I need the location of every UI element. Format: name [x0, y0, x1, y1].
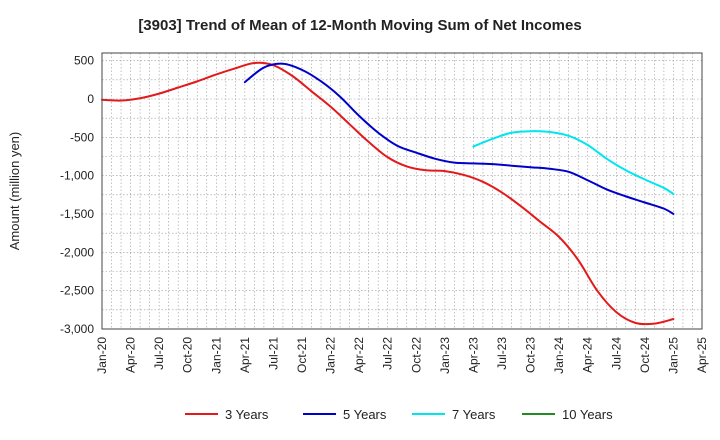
- y-tick-label: -1,000: [60, 169, 94, 183]
- chart-title: [3903] Trend of Mean of 12-Month Moving …: [138, 17, 581, 34]
- plot-frame: [101, 52, 703, 330]
- x-tick-label: Jul-21: [266, 337, 280, 370]
- x-tick-label: Jan-21: [209, 337, 223, 374]
- y-axis-label: Amount (million yen): [7, 132, 22, 251]
- x-tick-labels: Jan-20 Apr-20 Jul-20 Oct-20 Jan-21 Apr-21 Jul-…: [95, 337, 709, 374]
- y-tick-label: -2,500: [60, 284, 94, 298]
- legend-label: 10 Years: [562, 407, 613, 422]
- series-line-3-years: [101, 61, 675, 326]
- y-tick-label: 500: [74, 54, 94, 68]
- x-tick-label: Oct-21: [295, 337, 309, 373]
- y-tick-label: -1,500: [60, 207, 94, 221]
- legend: 3 Years 5 Years 7 Years 10 Years: [185, 407, 613, 422]
- x-tick-label: Jan-24: [552, 337, 566, 374]
- x-tick-label: Apr-24: [581, 337, 595, 373]
- y-tick-label: -2,000: [60, 245, 94, 259]
- x-tick-label: Jul-22: [381, 337, 395, 370]
- x-tick-label: Oct-22: [409, 337, 423, 373]
- x-tick-label: Oct-20: [181, 337, 195, 373]
- x-tick-label: Apr-21: [238, 337, 252, 373]
- grid: [102, 53, 702, 329]
- y-tick-label: -500: [70, 130, 94, 144]
- x-tick-label: Oct-24: [638, 337, 652, 373]
- series-line-7-years: [472, 130, 675, 196]
- x-tick-label: Apr-23: [466, 337, 480, 373]
- x-tick-label: Oct-23: [524, 337, 538, 373]
- x-tick-label: Jan-22: [324, 337, 338, 374]
- series-line-5-years: [243, 62, 675, 215]
- legend-label: 5 Years: [343, 407, 387, 422]
- x-tick-label: Jan-23: [438, 337, 452, 374]
- x-tick-label: Apr-25: [695, 337, 709, 373]
- x-tick-label: Apr-22: [352, 337, 366, 373]
- legend-label: 3 Years: [225, 407, 269, 422]
- legend-label: 7 Years: [452, 407, 496, 422]
- y-tick-label: -3,000: [60, 322, 94, 336]
- x-tick-label: Apr-20: [124, 337, 138, 373]
- x-tick-label: Jan-25: [666, 337, 680, 374]
- y-tick-label: 0: [87, 92, 94, 106]
- x-tick-label: Jul-24: [609, 337, 623, 370]
- y-tick-labels: 500 0 -500 -1,000 -1,500 -2,000 -2,500 -3,000: [60, 54, 94, 336]
- series-lines: [101, 61, 675, 326]
- x-tick-label: Jul-23: [495, 337, 509, 370]
- x-tick-label: Jul-20: [152, 337, 166, 370]
- x-tick-label: Jan-20: [95, 337, 109, 374]
